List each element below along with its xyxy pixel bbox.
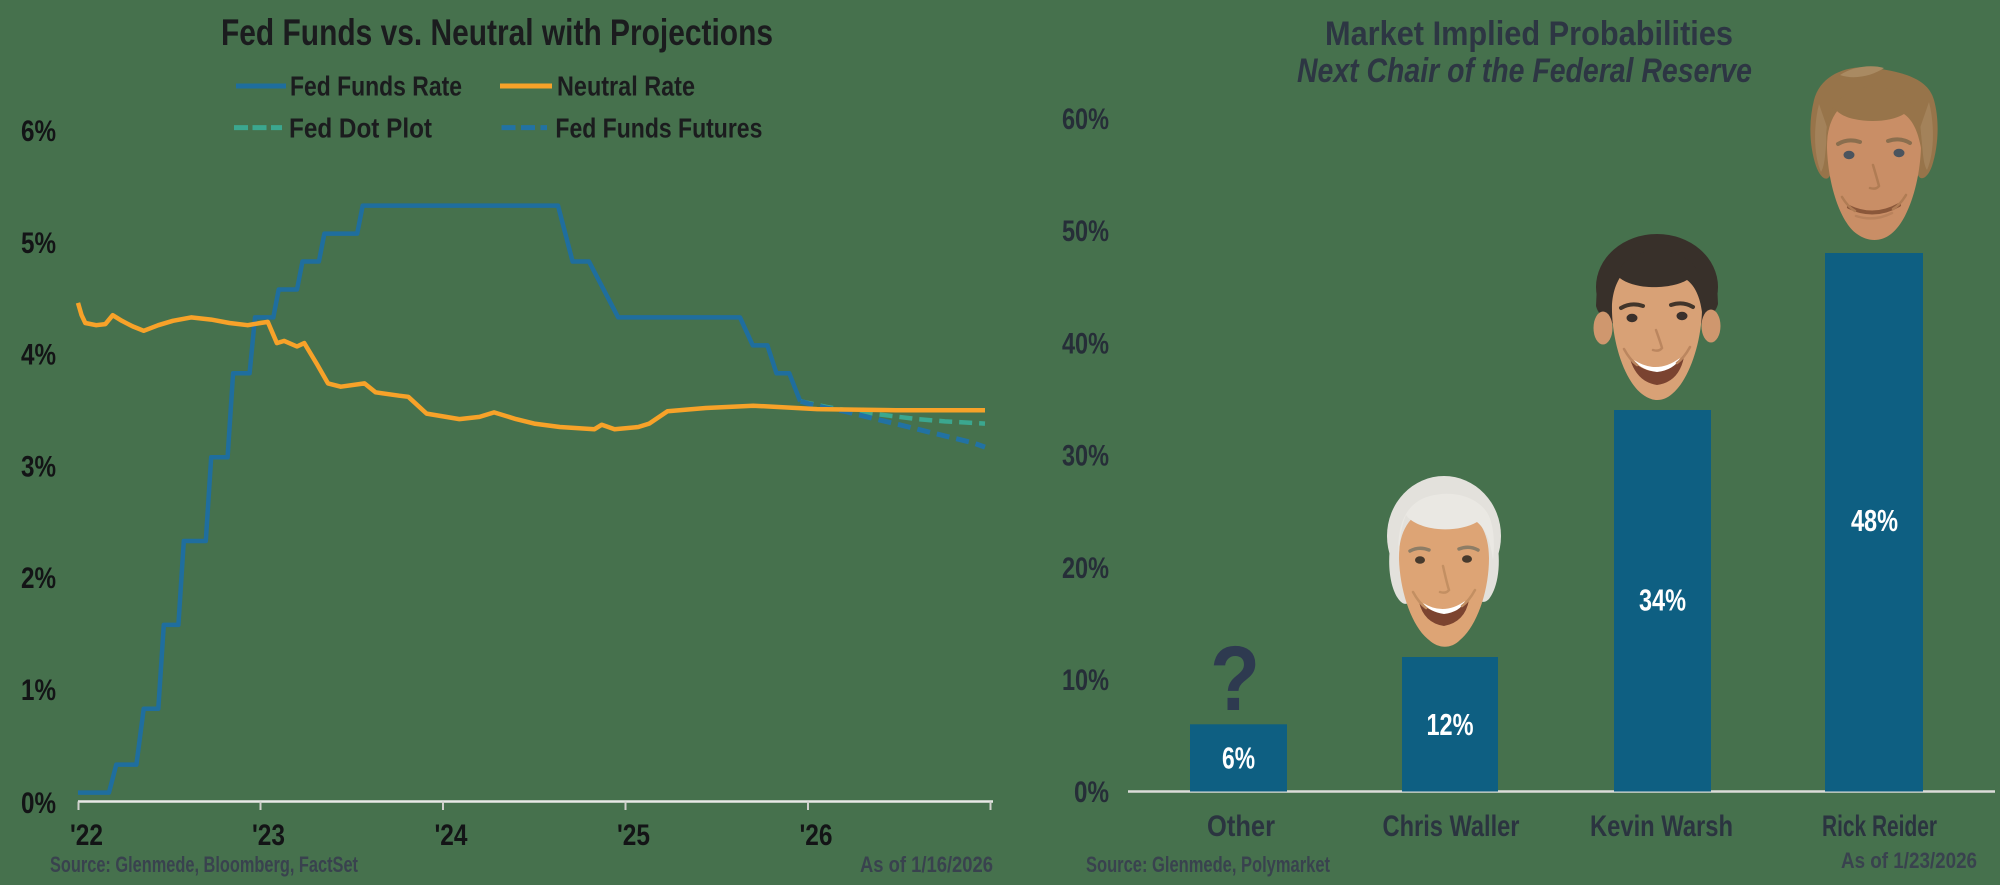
svg-text:Market Implied Probabilities: Market Implied Probabilities bbox=[1325, 15, 1733, 53]
svg-text:Other: Other bbox=[1207, 810, 1275, 843]
svg-text:'23: '23 bbox=[252, 819, 285, 852]
svg-text:As of 1/23/2026: As of 1/23/2026 bbox=[1841, 848, 1977, 873]
svg-text:Source: Glenmede, Bloomberg, F: Source: Glenmede, Bloomberg, FactSet bbox=[50, 852, 358, 877]
svg-text:Fed Funds vs. Neutral with Pro: Fed Funds vs. Neutral with Projections bbox=[221, 12, 773, 53]
svg-text:1%: 1% bbox=[21, 674, 56, 707]
svg-text:'25: '25 bbox=[617, 819, 650, 852]
svg-text:?: ? bbox=[1210, 628, 1260, 730]
svg-text:2%: 2% bbox=[21, 562, 56, 595]
svg-text:20%: 20% bbox=[1062, 552, 1109, 585]
svg-text:Fed Funds Futures: Fed Funds Futures bbox=[555, 113, 762, 144]
svg-text:Kevin Warsh: Kevin Warsh bbox=[1590, 810, 1733, 843]
svg-text:12%: 12% bbox=[1427, 707, 1474, 742]
svg-text:As of 1/16/2026: As of 1/16/2026 bbox=[860, 852, 993, 877]
svg-text:10%: 10% bbox=[1062, 664, 1109, 697]
svg-text:48%: 48% bbox=[1851, 503, 1898, 538]
svg-text:6%: 6% bbox=[21, 115, 56, 148]
svg-text:Fed Dot Plot: Fed Dot Plot bbox=[289, 113, 432, 144]
svg-text:34%: 34% bbox=[1639, 583, 1686, 618]
svg-text:0%: 0% bbox=[1074, 776, 1109, 809]
svg-text:5%: 5% bbox=[21, 227, 56, 260]
svg-text:4%: 4% bbox=[21, 339, 56, 372]
svg-text:50%: 50% bbox=[1062, 215, 1109, 248]
svg-text:0%: 0% bbox=[21, 787, 56, 820]
svg-text:Chris Waller: Chris Waller bbox=[1383, 810, 1520, 843]
svg-text:'26: '26 bbox=[800, 819, 833, 852]
svg-text:'24: '24 bbox=[435, 819, 468, 852]
svg-text:60%: 60% bbox=[1062, 103, 1109, 136]
svg-text:Rick Reider: Rick Reider bbox=[1822, 810, 1937, 843]
svg-text:Neutral Rate: Neutral Rate bbox=[557, 71, 695, 102]
svg-text:30%: 30% bbox=[1062, 440, 1109, 473]
svg-text:3%: 3% bbox=[21, 450, 56, 483]
svg-text:'22: '22 bbox=[70, 819, 103, 852]
svg-text:40%: 40% bbox=[1062, 327, 1109, 360]
svg-text:6%: 6% bbox=[1222, 741, 1255, 776]
svg-text:Next Chair of the Federal Rese: Next Chair of the Federal Reserve bbox=[1297, 52, 1752, 90]
svg-text:Fed Funds Rate: Fed Funds Rate bbox=[290, 71, 462, 102]
svg-text:Source: Glenmede, Polymarket: Source: Glenmede, Polymarket bbox=[1086, 852, 1331, 877]
